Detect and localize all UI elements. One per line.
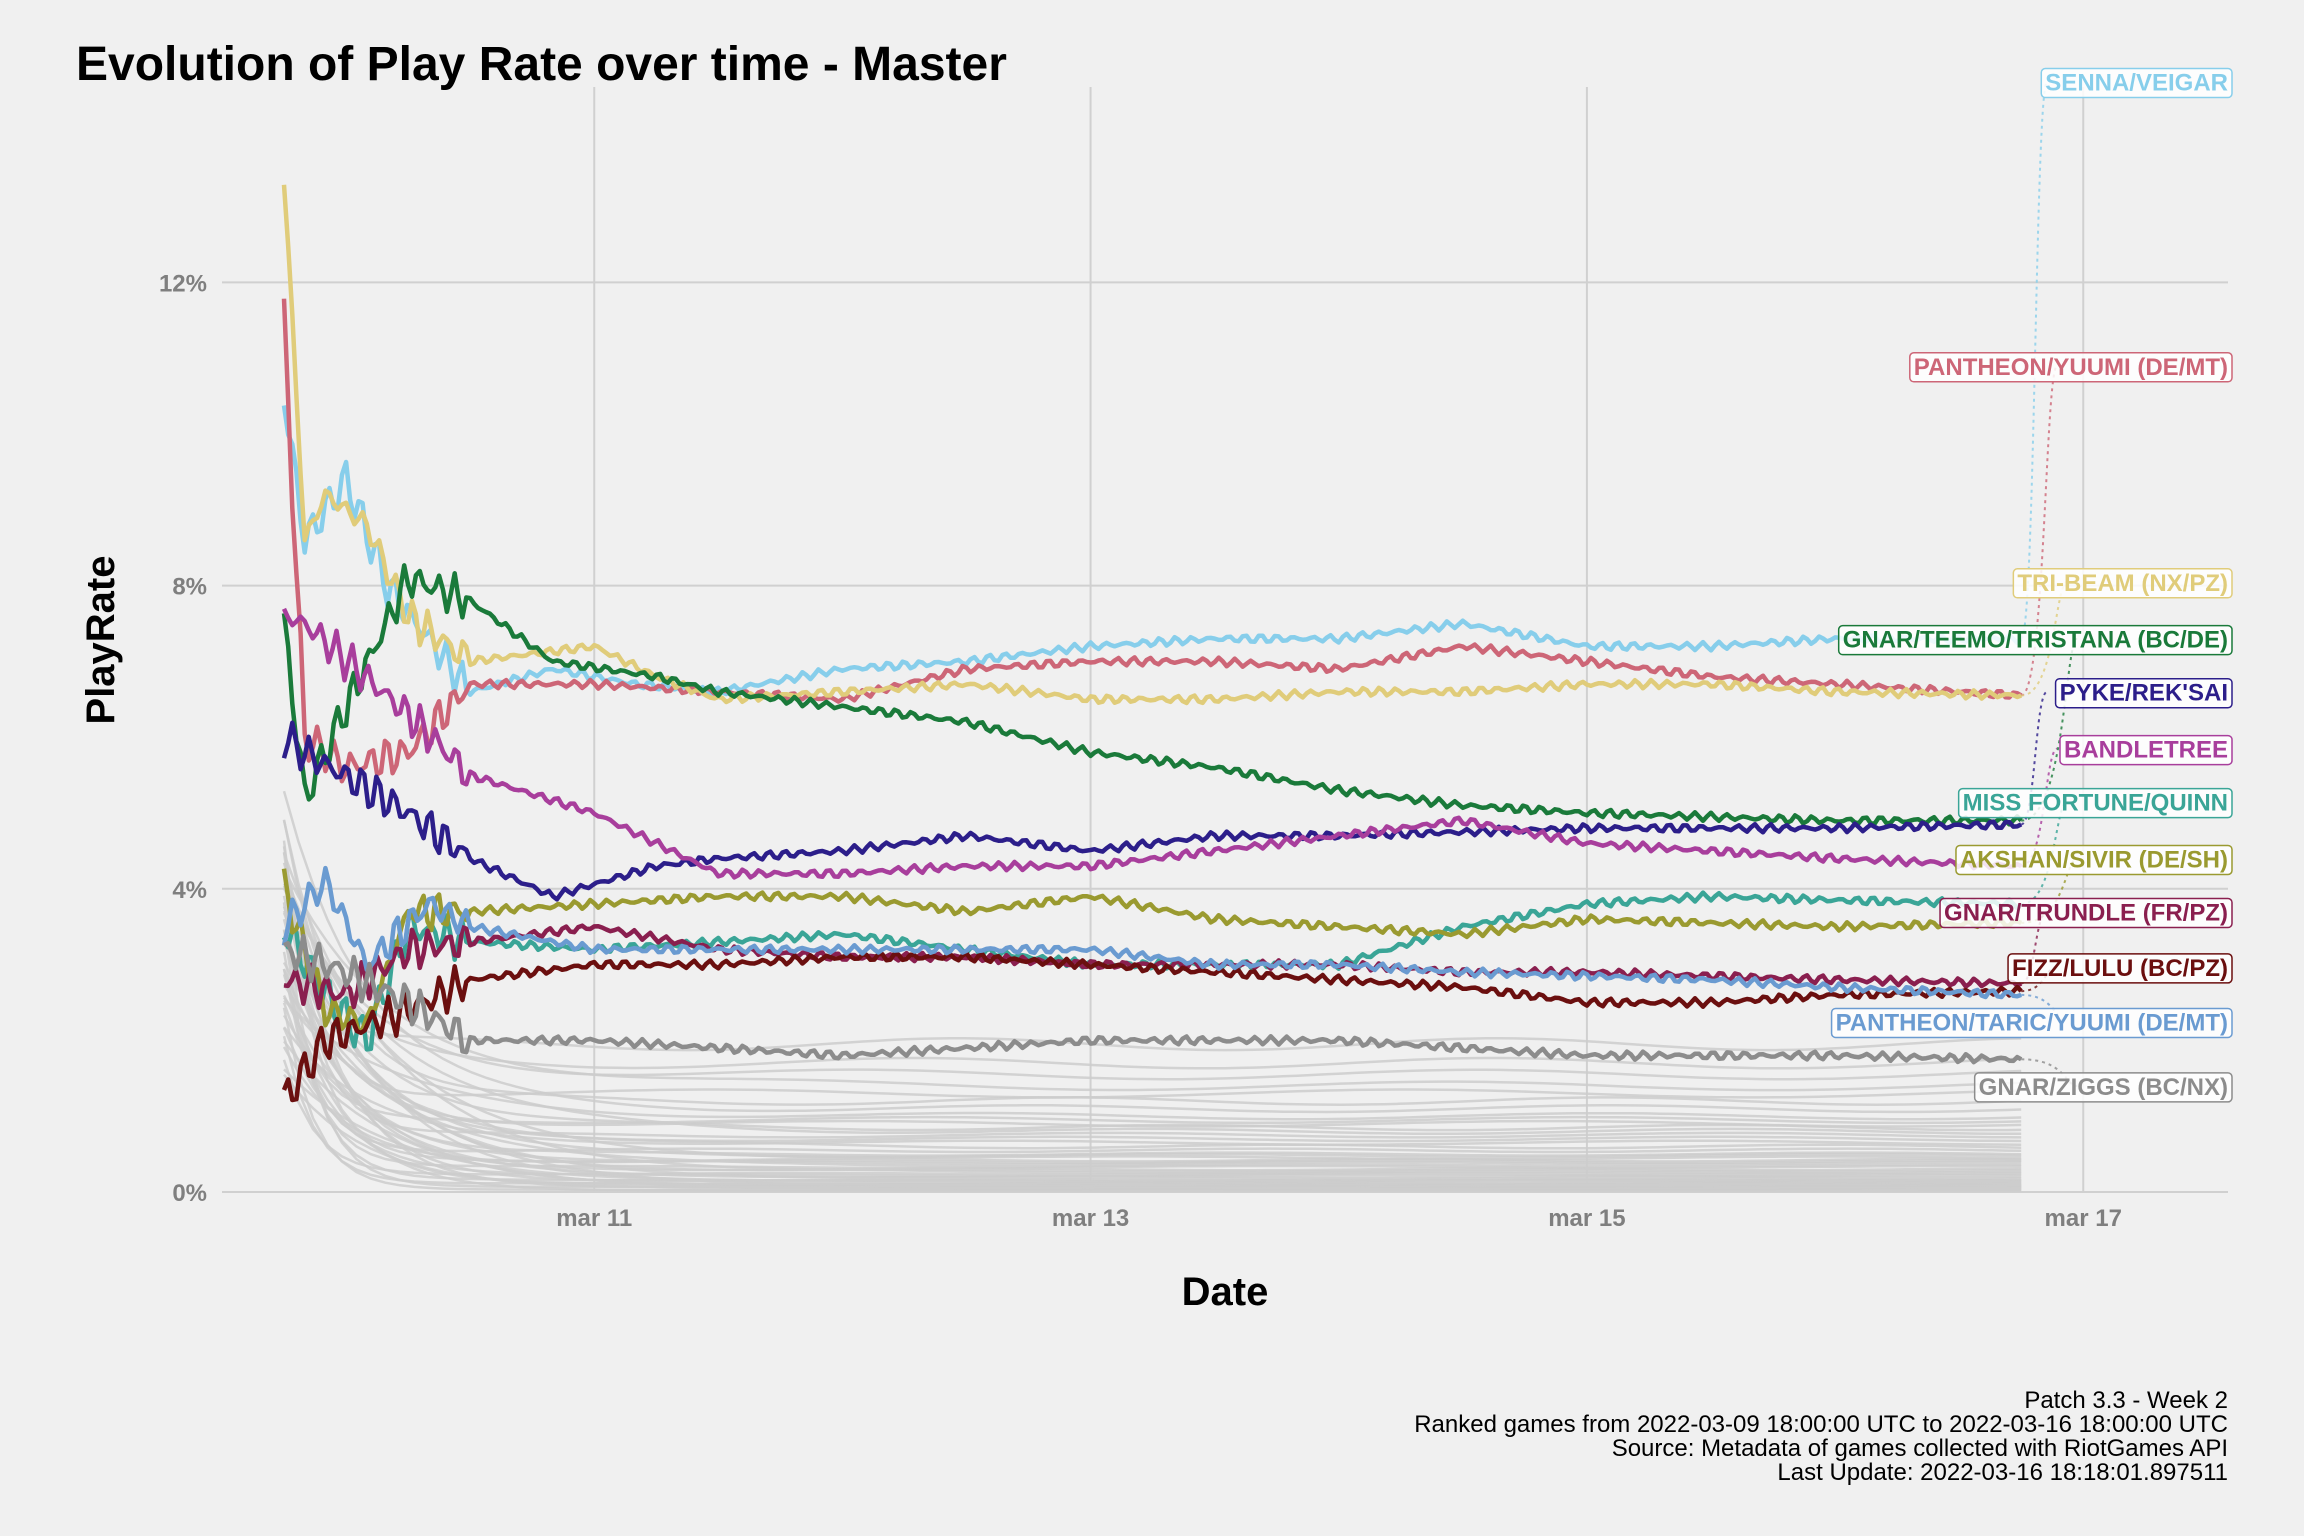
series-line [281,405,2023,698]
y-tick-label: 4% [172,877,207,904]
y-tick-label: 0% [172,1180,207,1207]
caption-line: Ranked games from 2022-03-09 18:00:00 UT… [1414,1411,2228,1438]
background-series [282,790,2022,1192]
tick-labels: 0% 4% 8% 12% mar 11 mar 13 mar 15 mar 17 [159,270,2122,1232]
series-line [281,563,2023,827]
y-tick-label: 8% [172,574,207,601]
series-line [281,868,2023,1035]
series-line [281,720,2023,902]
series-label: MISS FORTUNE/QUINN [1963,790,2228,817]
series-label-box [2040,67,2233,99]
caption-line: Patch 3.3 - Week 2 [2024,1387,2228,1414]
x-axis-title: Date [1182,1270,1269,1314]
series-label: GNAR/TRUNDLE (FR/PZ) [1944,900,2228,927]
background-series-line [282,872,2022,1161]
series-label-box [1830,1007,2233,1039]
series-label-box [1955,844,2233,876]
y-axis-title: PlayRate [79,556,123,725]
series-label-box [2054,677,2233,709]
series-label-box [2007,953,2233,984]
background-series-line [282,790,2022,1114]
background-series-line [282,912,2022,1132]
background-series-line [282,994,2022,1179]
background-series-line [282,961,2022,1181]
series-label: BANDLETREE [2064,737,2228,764]
series-line [281,298,2023,784]
series-label: SENNA/VEIGAR [2045,70,2228,97]
series-label-box [1973,1072,2233,1103]
series-line [281,951,2023,1103]
x-tick-label: mar 11 [556,1205,632,1232]
x-tick-label: mar 15 [1548,1205,1625,1232]
series-label-box [1909,352,2233,383]
x-tick-label: mar 13 [1052,1205,1129,1232]
background-series-line [282,951,2022,1170]
series-label-box [1957,787,2233,819]
series-label: PYKE/REK'SAI [2060,680,2228,707]
caption-line: Source: Metadata of games collected with… [1612,1435,2228,1462]
series-line [281,184,2022,706]
y-tick-label: 12% [159,270,207,297]
series-line [282,933,2023,1065]
series-label: AKSHAN/SIVIR (DE/SH) [1960,846,2228,873]
background-series-line [282,846,2022,1099]
series-label: TRI-BEAM (NX/PZ) [2017,570,2228,597]
label-connector [2020,690,2049,826]
background-series-line [282,974,2022,1192]
series-label-box [1837,624,2233,656]
series-labels: SENNA/VEIGAR PANTHEON/YUUMI (DE/MT) TRI-BE… [1830,67,2233,1103]
chart-title: Evolution of Play Rate over time - Maste… [76,38,1007,91]
background-series-line [282,968,2022,1125]
series-label-box [2059,734,2233,766]
background-series-line [282,1014,2022,1166]
label-connector [2020,80,2049,640]
background-series-line [282,906,2022,1159]
background-series-line [283,999,2022,1121]
background-series-line [282,820,2022,1106]
series-label: PANTHEON/YUUMI (DE/MT) [1914,354,2228,381]
caption-line: Last Update: 2022-03-16 18:18:01.897511 [1777,1459,2228,1486]
series-label-box [2012,568,2233,599]
series-label: PANTHEON/TARIC/YUUMI (DE/MT) [1836,1009,2228,1036]
background-series-line [282,883,2022,1136]
background-series-line [282,851,2022,1139]
x-tick-label: mar 17 [2045,1205,2122,1232]
background-series-line [282,868,2022,1092]
highlight-series [281,184,2023,1103]
series-line [281,865,2022,1000]
background-series-line [282,930,2022,1052]
series-line [281,607,2023,880]
background-series-line [282,910,2022,1070]
background-series-line [283,1026,2022,1146]
background-series-line [282,852,2022,1175]
series-label-box [1939,897,2233,929]
series-label: GNAR/ZIGGS (BC/NX) [1979,1074,2228,1101]
series-label: FIZZ/LULU (BC/PZ) [2012,955,2228,982]
grid [222,87,2228,1193]
series-label: GNAR/TEEMO/TRISTANA (BC/DE) [1843,627,2228,654]
